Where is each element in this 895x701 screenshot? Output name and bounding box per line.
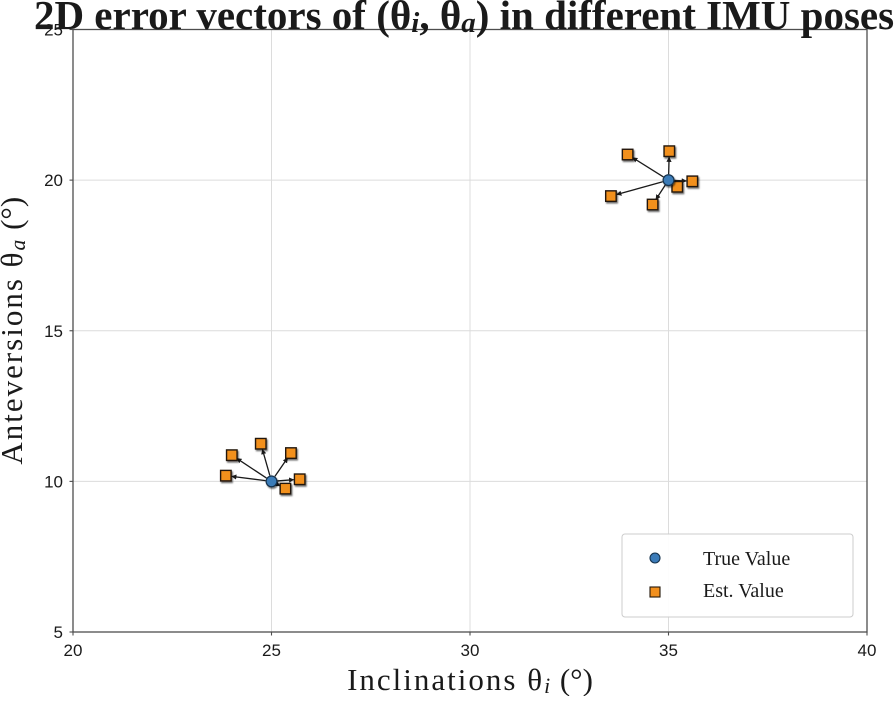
svg-text:10: 10 — [44, 472, 63, 491]
svg-text:Inclinations θi (°): Inclinations θi (°) — [347, 662, 593, 696]
svg-text:5: 5 — [54, 623, 63, 642]
svg-text:20: 20 — [64, 641, 83, 660]
svg-text:40: 40 — [858, 641, 877, 660]
svg-text:15: 15 — [44, 322, 63, 341]
svg-text:30: 30 — [461, 641, 480, 660]
svg-text:35: 35 — [659, 641, 678, 660]
svg-text:20: 20 — [44, 171, 63, 190]
svg-text:Est. Value: Est. Value — [703, 580, 784, 602]
svg-text:Anteversions θa (°): Anteversions θa (°) — [0, 197, 30, 465]
svg-text:25: 25 — [262, 641, 281, 660]
svg-text:True Value: True Value — [703, 548, 790, 570]
